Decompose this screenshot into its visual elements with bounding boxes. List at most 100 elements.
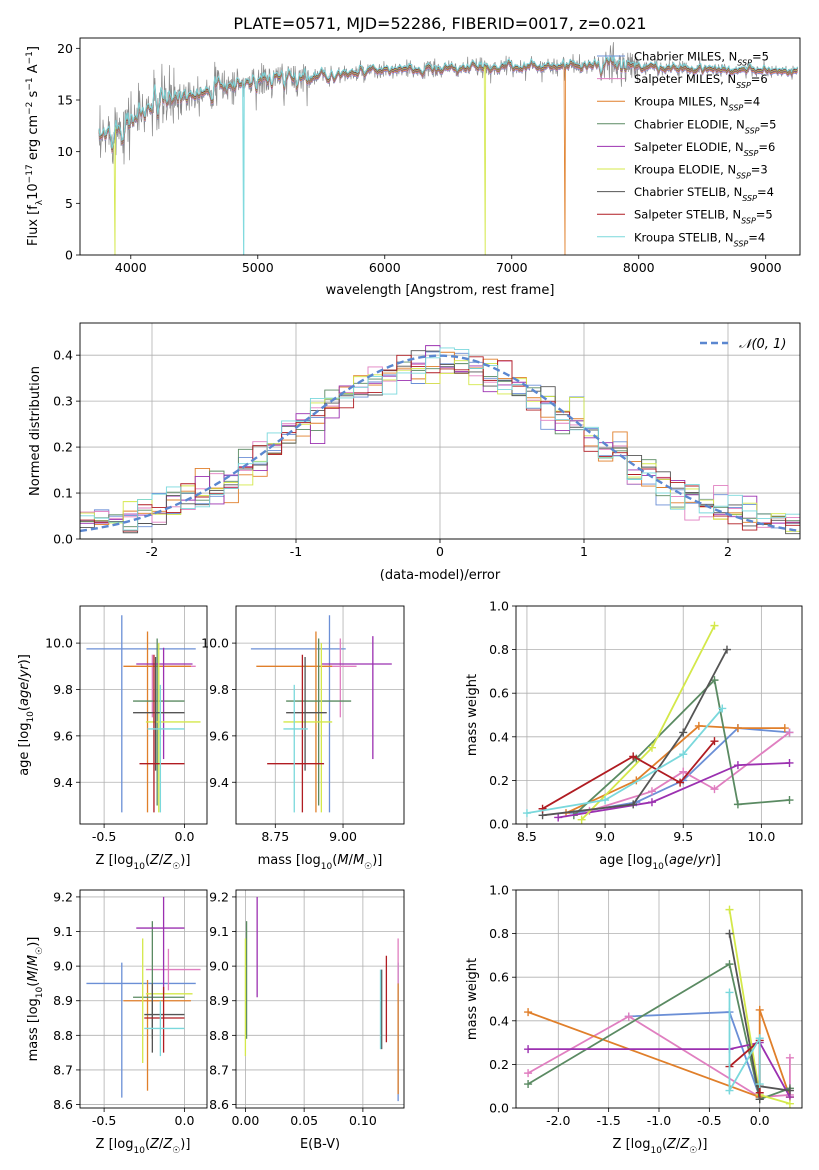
series-marker: [725, 960, 734, 969]
series-marker: [710, 785, 719, 794]
plot-area: [250, 615, 392, 813]
series-marker: [755, 1088, 764, 1097]
series-marker: [554, 813, 563, 822]
x-tick-label: 0.05: [290, 1113, 318, 1128]
figure-title: PLATE=0571, MJD=52286, FIBERID=0017, z=0…: [233, 14, 646, 33]
x-axis-label: (data-model)/error: [380, 568, 501, 583]
y-tick-label: 8.6: [53, 1097, 73, 1112]
y-tick-label: 0.0: [489, 817, 509, 832]
y-tick-label: 0.2: [489, 1057, 509, 1072]
series-line: [577, 621, 719, 824]
x-tick-label: 0.00: [231, 1113, 259, 1128]
legend-label: Kroupa STELIB, NSSP=4: [634, 230, 765, 248]
y-tick-label: 10.0: [201, 636, 229, 651]
errorbar-point: [250, 615, 346, 813]
errorbar-point: [283, 684, 308, 813]
series-marker: [725, 1086, 734, 1095]
series-marker: [733, 800, 742, 809]
x-axis-label: E(B-V): [300, 1137, 340, 1152]
y-tick-label: 0.8: [489, 642, 509, 657]
y-tick-label: 9.8: [53, 682, 73, 697]
errorbar-point: [144, 986, 185, 1053]
x-tick-label: 8.75: [261, 829, 289, 844]
x-tick-label: 9.00: [329, 829, 357, 844]
axes-frame: [79, 37, 801, 256]
errorbar-point: [145, 948, 201, 991]
x-tick-label: -0.5: [697, 1113, 721, 1128]
residual-histogram: [80, 347, 800, 539]
axes-frame: [515, 889, 803, 1109]
series-marker: [785, 758, 794, 767]
y-tick-label: 0.2: [489, 773, 509, 788]
x-tick-label: -1.5: [596, 1113, 620, 1128]
y-tick-label: 1.0: [489, 599, 509, 614]
x-tick-label: -1: [290, 544, 302, 559]
y-tick-label: 0.4: [489, 1013, 509, 1028]
axes-frame: [79, 605, 208, 825]
y-axis-label: age [log10(age/yr)]: [17, 654, 36, 776]
x-axis-label: Z [log10(Z/Z☉)]: [96, 853, 191, 872]
legend-label: Salpeter MILES, NSSP=6: [634, 72, 768, 90]
x-tick-label: 0.10: [349, 1113, 377, 1128]
x-tick-label: 0.0: [175, 829, 195, 844]
series-marker: [725, 929, 734, 938]
x-tick-label: -1.0: [647, 1113, 671, 1128]
series-marker: [524, 1045, 533, 1054]
series-marker: [624, 1012, 633, 1021]
axes-frame: [515, 605, 803, 825]
series-marker: [785, 796, 794, 805]
errorbar-point: [136, 647, 193, 760]
x-tick-label: -2.0: [546, 1113, 570, 1128]
axes-frame: [79, 889, 208, 1109]
y-tick-label: 9.1: [209, 924, 229, 939]
series-marker: [725, 905, 734, 914]
series-marker: [647, 743, 656, 752]
series-marker: [733, 761, 742, 770]
legend-label: Chabrier ELODIE, NSSP=5: [634, 117, 776, 135]
errorbar-point: [133, 657, 185, 771]
series-marker: [538, 804, 547, 813]
y-tick-label: 9.8: [209, 682, 229, 697]
panel-mass_vs_Z: -0.5 0.0 8.6 8.7 8.8 8.9 9.0 9.1 9.2 Z [log10(Z/Z…: [26, 889, 208, 1156]
y-tick-label: 9.0: [53, 959, 73, 974]
errorbar-point: [142, 938, 193, 1064]
series-marker: [755, 1080, 764, 1089]
y-tick-label: 9.4: [53, 775, 73, 790]
x-tick-label: 7000: [496, 260, 528, 275]
series-marker: [629, 800, 638, 809]
x-axis-label: age [log10(age/yr)]: [599, 853, 721, 872]
errorbar-point: [144, 1000, 185, 1057]
legend-label: Kroupa ELODIE, NSSP=3: [634, 163, 768, 181]
y-tick-label: 8.9: [209, 993, 229, 1008]
errorbar-point: [147, 684, 185, 813]
y-tick-label: 5: [65, 196, 73, 211]
plot-area: [80, 345, 800, 539]
plot-area: [244, 896, 399, 1102]
x-tick-label: 8000: [623, 260, 655, 275]
errorbar-point: [283, 643, 333, 813]
x-tick-label: -0.5: [92, 829, 116, 844]
series-marker: [524, 1080, 533, 1089]
plot-area: [86, 615, 201, 813]
x-tick-label: -2: [146, 544, 158, 559]
y-axis-label: mass [log10(M/M☉)]: [26, 937, 45, 1062]
series-line: [562, 721, 789, 818]
x-axis-label: Z [log10(Z/Z☉)]: [613, 1137, 708, 1156]
y-tick-label: 0.0: [53, 532, 73, 547]
errorbar-point: [321, 636, 392, 760]
plot-area: [524, 905, 794, 1108]
y-tick-label: 8.6: [209, 1097, 229, 1112]
series-line: [725, 988, 764, 1095]
series-marker: [524, 1069, 533, 1078]
x-tick-label: 8.5: [517, 829, 537, 844]
series-marker: [710, 621, 719, 630]
series-marker: [679, 728, 688, 737]
x-tick-label: 10.0: [747, 829, 775, 844]
plot-area: [98, 42, 798, 255]
errorbar-point: [136, 896, 185, 994]
y-tick-label: 0.4: [489, 729, 509, 744]
legend-label: Kroupa MILES, NSSP=4: [634, 95, 760, 113]
series-marker: [785, 1099, 794, 1108]
x-tick-label: 4000: [115, 260, 147, 275]
errorbar-point: [133, 921, 185, 1039]
